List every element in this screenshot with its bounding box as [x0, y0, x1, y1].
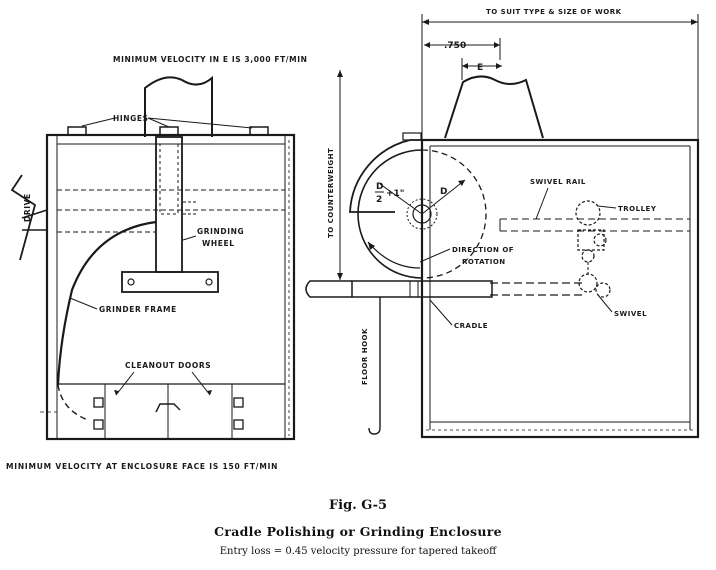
drive-label: DRIVE	[23, 193, 32, 222]
dim-750-label: .750	[444, 41, 466, 51]
wheel-label: WHEEL	[202, 239, 235, 248]
tapered-takeoff	[444, 75, 544, 139]
min-velocity-face-label: MINIMUM VELOCITY AT ENCLOSURE FACE IS 15…	[6, 462, 278, 471]
front-view: MINIMUM VELOCITY IN E IS 3,000 FT/MIN HI…	[6, 55, 307, 471]
enclosure-diagram: MINIMUM VELOCITY IN E IS 3,000 FT/MIN HI…	[6, 8, 700, 471]
cradle-handle	[305, 280, 352, 298]
grinder-frame-curve	[56, 220, 157, 386]
figure-subtitle: Entry loss = 0.45 velocity pressure for …	[219, 546, 497, 557]
cleanout-doors-label: CLEANOUT DOORS	[125, 361, 211, 370]
floor-hook	[368, 297, 381, 435]
figure-title: Cradle Polishing or Grinding Enclosure	[214, 524, 502, 539]
dim-e-label: E	[477, 63, 483, 73]
grinding-label: GRINDING	[197, 227, 244, 236]
d-over-2-den: 2	[376, 195, 382, 205]
front-enclosure-box	[45, 133, 296, 441]
min-velocity-e-label: MINIMUM VELOCITY IN E IS 3,000 FT/MIN	[113, 55, 307, 64]
figure-number: Fig. G-5	[328, 498, 388, 513]
trolley-icon	[575, 200, 607, 263]
swivel-icon	[578, 262, 611, 298]
to-suit-label: TO SUIT TYPE & SIZE OF WORK	[486, 8, 622, 16]
rotation-arrow	[367, 241, 421, 269]
floor-hook-label: FLOOR HOOK	[361, 328, 369, 385]
door-latch-icon	[155, 403, 181, 413]
swivel-rail-label: SWIVEL RAIL	[530, 178, 586, 186]
hinges-label: HINGES	[113, 114, 149, 123]
grinder-frame-label: GRINDER FRAME	[99, 305, 177, 314]
d-over-2-num: D	[376, 182, 383, 192]
plus-one-label: +1"	[386, 189, 405, 199]
drive-belt	[10, 174, 37, 261]
cradle-label: CRADLE	[454, 322, 488, 330]
hinge-icon	[67, 126, 269, 136]
side-view: TO SUIT TYPE & SIZE OF WORK .750 E TO CO…	[305, 8, 700, 439]
swivel-label: SWIVEL	[614, 310, 647, 318]
side-enclosure-box	[420, 138, 700, 439]
d-label: D	[440, 187, 447, 197]
direction-of-label: DIRECTION OF	[452, 246, 514, 254]
cradle-bar	[351, 280, 493, 298]
exhaust-duct	[144, 75, 213, 137]
wheel-guard	[349, 139, 422, 213]
trolley-label: TROLLEY	[618, 205, 657, 213]
wheel-hub-icon	[412, 204, 432, 224]
door-hinge-icon	[93, 397, 244, 430]
grinder-base-plate	[121, 271, 219, 293]
rotation-label: ROTATION	[462, 258, 506, 266]
to-counterweight-label: TO COUNTERWEIGHT	[327, 148, 335, 238]
